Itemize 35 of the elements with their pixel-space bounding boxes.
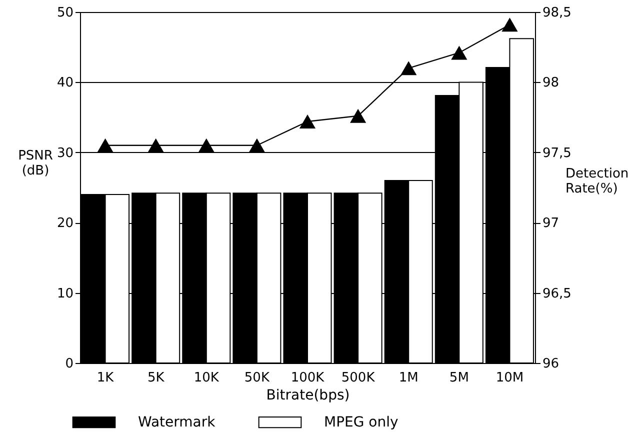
point bbox=[97, 138, 114, 152]
x-tick-label: 5M bbox=[449, 370, 469, 386]
y-tick-label: 40 bbox=[56, 76, 74, 91]
x-tick-label: 1K bbox=[96, 370, 114, 386]
x-tick-label: 10K bbox=[194, 370, 220, 386]
x-tick-label: 500K bbox=[341, 370, 376, 386]
point bbox=[198, 138, 214, 152]
y-tick-label: 0 bbox=[65, 356, 74, 372]
y-tick-label: 10 bbox=[56, 286, 74, 302]
point bbox=[299, 114, 316, 128]
x-tick-label: 5K bbox=[147, 370, 165, 386]
y-tick-label: 20 bbox=[56, 216, 74, 232]
y2-axis-title: Detection Rate(%) bbox=[566, 166, 629, 196]
point bbox=[350, 108, 366, 123]
y-tick-label: 50 bbox=[56, 6, 74, 20]
x-tick-label: 100K bbox=[290, 370, 325, 386]
y2-tick-label: 96 bbox=[542, 356, 560, 372]
y-axis-title: PSNR (dB) bbox=[18, 148, 53, 178]
y2-tick-label: 97 bbox=[542, 216, 560, 232]
y2-tick-label: 97,5 bbox=[542, 146, 572, 161]
point bbox=[502, 18, 518, 32]
point bbox=[148, 138, 164, 152]
y-tick-label: 30 bbox=[56, 146, 74, 161]
x-tick-label: 1M bbox=[398, 370, 418, 386]
point bbox=[451, 46, 468, 60]
legend-label: MPEG only bbox=[324, 414, 398, 430]
x-tick-label: 50K bbox=[244, 370, 270, 386]
point bbox=[400, 61, 417, 76]
y2-tick-label: 96,5 bbox=[542, 286, 572, 302]
point bbox=[248, 138, 266, 152]
y2-tick-label: 98,5 bbox=[542, 6, 572, 20]
x-tick-label: 10M bbox=[496, 370, 524, 386]
x-axis-title: Bitrate(bps) bbox=[266, 388, 350, 404]
y2-tick-label: 98 bbox=[542, 76, 560, 91]
legend-label: Watermark bbox=[138, 414, 216, 430]
